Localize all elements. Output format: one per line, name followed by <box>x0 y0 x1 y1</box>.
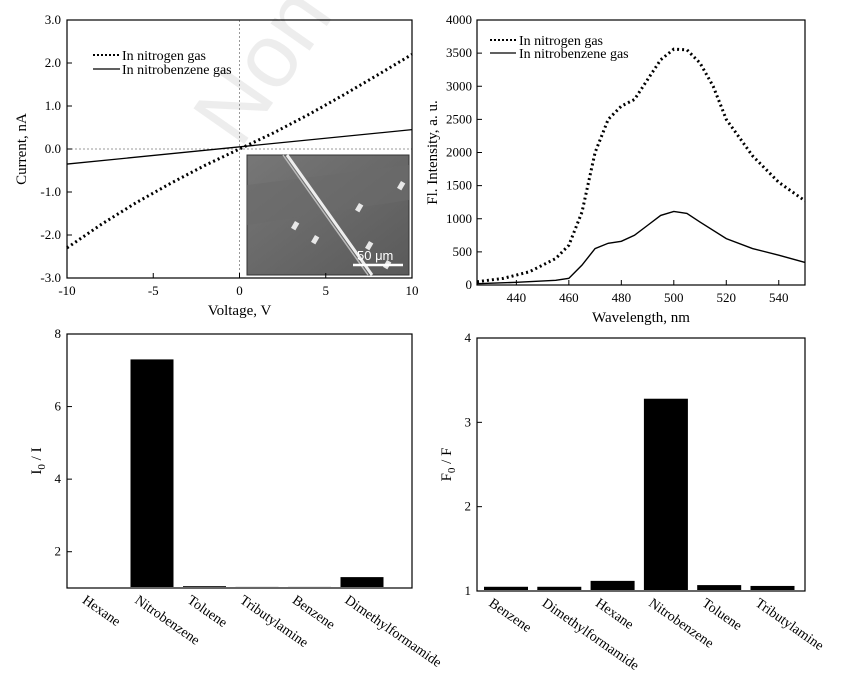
x-tick-label: 440 <box>507 290 527 305</box>
series-nitrobenzene-spectrum <box>476 210 806 285</box>
x-tick-label: -10 <box>58 283 75 298</box>
x-tick-label: 460 <box>559 290 579 305</box>
y-tick-label: 4 <box>465 330 472 345</box>
y-tick-label: 3500 <box>446 45 472 60</box>
y-tick-label: -2.0 <box>40 227 61 242</box>
y-axis-label-rest: / I <box>29 447 45 464</box>
crystal-particle <box>355 202 364 213</box>
crystal-particle <box>290 220 300 231</box>
y-tick-label: 2 <box>465 499 472 514</box>
y-axis-label: I0 / I <box>29 447 48 474</box>
y-axis-label-main: F <box>439 473 455 481</box>
plot-frame <box>66 333 413 589</box>
y-tick-label: 1500 <box>446 178 472 193</box>
x-category-label: Toluene <box>184 593 229 631</box>
y-axis-label: Fl. Intensity, a. u. <box>425 100 441 204</box>
bar <box>590 580 635 590</box>
x-tick-label: 5 <box>323 283 330 298</box>
legend-label: In nitrogen gas <box>519 34 603 49</box>
y-tick-label: 1000 <box>446 211 472 226</box>
x-tick-label: 0 <box>236 283 243 298</box>
y-tick-label: -1.0 <box>40 184 61 199</box>
x-tick-label: 10 <box>406 283 419 298</box>
bar <box>183 586 226 587</box>
x-category-label: Dimethylformamide <box>539 596 641 674</box>
x-category-label: Toluene <box>699 596 744 634</box>
legend-label: In nitrobenzene gas <box>519 47 629 62</box>
inset-substrate-band <box>247 165 409 225</box>
y-tick-label: 1 <box>465 583 472 598</box>
x-category-label: Benzene <box>289 593 337 633</box>
y-tick-label: 6 <box>55 399 62 414</box>
bar <box>697 585 742 590</box>
y-tick-label: 500 <box>453 244 473 259</box>
crystal-particle <box>365 241 374 251</box>
y-tick-label: 0.0 <box>45 141 61 156</box>
y-tick-label: 1.0 <box>45 98 61 113</box>
crystal-particle <box>311 235 320 245</box>
series-nitrogen-spectrum <box>476 47 806 284</box>
y-axis-label: Current, nA <box>14 113 30 185</box>
y-tick-label: 3 <box>465 414 472 429</box>
emission-spectrum-panel: 440 460 480 500 520 540 0 500 1000 1500 2000 2500 30… <box>425 12 806 326</box>
bar <box>484 586 528 590</box>
x-category-label: Dimethylformamide <box>342 593 444 671</box>
y-tick-label: 2.0 <box>45 55 61 70</box>
x-axis-label: Wavelength, nm <box>592 310 690 326</box>
bar <box>537 586 582 590</box>
x-tick-label: 520 <box>717 290 737 305</box>
y-tick-label: 2500 <box>446 111 472 126</box>
y-tick-label: -3.0 <box>40 270 61 285</box>
sem-inset-image: 50 μm <box>246 154 410 276</box>
y-axis-label-subscript: 0 <box>36 464 48 470</box>
y-tick-label: 4 <box>55 471 62 486</box>
x-category-label: Benzene <box>486 596 534 636</box>
y-tick-label: 4000 <box>446 12 472 27</box>
x-category-label: Tributylamine <box>752 596 826 654</box>
y-tick-label: 2 <box>55 544 62 559</box>
bar <box>130 359 174 587</box>
y-tick-label: 3000 <box>446 78 472 93</box>
y-axis-label: F0 / F <box>439 448 458 482</box>
crystal-particle <box>397 181 406 191</box>
plot-frame <box>476 337 806 592</box>
y-tick-label: 8 <box>55 326 62 341</box>
x-tick-label: 480 <box>612 290 632 305</box>
y-tick-label: 0 <box>466 277 473 292</box>
y-axis-label-main: I <box>29 470 45 475</box>
y-axis-label-subscript: 0 <box>446 467 458 473</box>
bar <box>643 398 688 590</box>
watermark: Non-c <box>174 0 394 161</box>
iv-curve-panel: 50 μm -10 -5 0 5 10 -3.0 -2.0 -1.0 0.0 1.0 2.0 3.0 Vo… <box>14 12 419 319</box>
series-nitrobenzene-curve <box>66 129 413 165</box>
x-axis-label: Voltage, V <box>208 303 272 319</box>
x-tick-label: -5 <box>148 283 159 298</box>
scale-bar-label: 50 μm <box>357 248 393 263</box>
legend-label: In nitrobenzene gas <box>122 63 232 78</box>
bar <box>750 585 795 590</box>
y-axis-label-rest: / F <box>439 448 455 468</box>
x-tick-label: 500 <box>664 290 684 305</box>
bar <box>340 577 384 587</box>
y-tick-label: 3.0 <box>45 12 61 27</box>
x-tick-label: 540 <box>769 290 789 305</box>
nanowire-edge <box>282 154 369 276</box>
nanowire <box>285 154 374 276</box>
right-bar-panel: 1 2 3 4 F0 / F Benzene DimethylformamideHexane… <box>439 330 826 674</box>
y-tick-label: 2000 <box>446 145 472 160</box>
x-category-label: Hexane <box>592 596 636 633</box>
legend-label: In nitrogen gas <box>122 49 206 64</box>
x-category-label: Hexane <box>79 593 123 630</box>
